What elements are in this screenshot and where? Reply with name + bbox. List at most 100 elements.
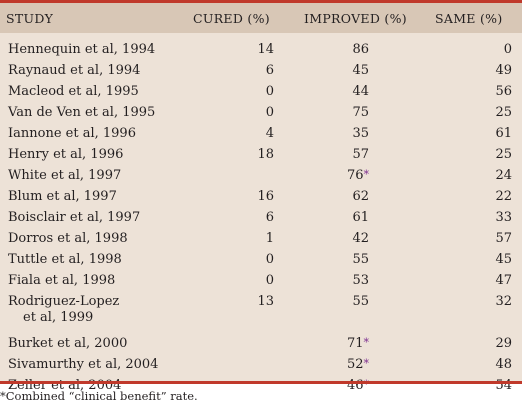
improved-cell: 45 (310, 63, 369, 79)
improved-cell: 42 (310, 231, 369, 247)
improved-value: 42 (352, 231, 369, 246)
improved-cell: 62 (310, 189, 369, 205)
cured-cell: 16 (257, 189, 274, 204)
study-name: Boisclair et al, 1997 (8, 210, 141, 225)
study-cell: Iannone et al, 1996 (8, 126, 136, 142)
same-cell: 49 (495, 63, 512, 78)
improved-value: 35 (352, 126, 369, 141)
table-row: Macleod et al, 1995 0 44 56 (0, 82, 522, 103)
study-name: Henry et al, 1996 (8, 147, 124, 162)
cured-cell: 1 (265, 231, 274, 246)
study-cell: Tuttle et al, 1998 (8, 252, 122, 268)
top-rule (0, 0, 522, 3)
improved-value: 52 (346, 357, 364, 372)
improved-cell: 76* (310, 168, 369, 184)
study-name: Macleod et al, 1995 (8, 84, 139, 99)
improved-cell: 57 (310, 147, 369, 163)
table-row: White et al, 1997 76* 24 (0, 166, 522, 187)
study-cell: Macleod et al, 1995 (8, 84, 139, 100)
study-cell: White et al, 1997 (8, 168, 121, 184)
study-cell: Van de Ven et al, 1995 (8, 105, 155, 121)
bottom-rule (0, 381, 522, 384)
cured-cell: 0 (265, 273, 274, 288)
table-row: Van de Ven et al, 1995 0 75 25 (0, 103, 522, 124)
study-name: Blum et al, 1997 (8, 189, 117, 204)
study-name: White et al, 1997 (8, 168, 122, 183)
study-cell: Hennequin et al, 1994 (8, 42, 155, 58)
improved-cell: 71* (310, 336, 369, 352)
same-cell: 24 (495, 168, 512, 183)
same-cell: 32 (495, 294, 512, 309)
footnote-marker: * (363, 357, 370, 370)
improved-value: 76 (346, 168, 364, 183)
improved-value: 55 (352, 294, 369, 309)
cured-cell: 13 (257, 294, 274, 309)
study-name: Rodriguez-Lopez (8, 294, 120, 309)
cured-cell: 4 (265, 126, 274, 141)
improved-value: 45 (352, 63, 369, 78)
study-name: Fiala et al, 1998 (8, 273, 116, 288)
table-row: Boisclair et al, 1997 6 61 33 (0, 208, 522, 229)
improved-cell: 75 (310, 105, 369, 121)
same-cell: 29 (495, 336, 512, 351)
table-row: Dorros et al, 1998 1 42 57 (0, 229, 522, 250)
study-cell: Henry et al, 1996 (8, 147, 123, 163)
improved-cell: 55 (310, 294, 369, 310)
study-name: Iannone et al, 1996 (8, 126, 136, 141)
cured-cell: 0 (265, 84, 274, 99)
improved-value: 53 (352, 273, 369, 288)
table-footnote: *Combined “clinical benefit” rate. (0, 389, 198, 403)
study-name: Tuttle et al, 1998 (8, 252, 122, 267)
study-name: Hennequin et al, 1994 (8, 42, 156, 57)
study-name: Van de Ven et al, 1995 (8, 105, 156, 120)
table-row: Sivamurthy et al, 2004 52* 48 (0, 355, 522, 376)
same-cell: 47 (495, 273, 512, 288)
same-cell: 57 (495, 231, 512, 246)
same-cell: 56 (495, 84, 512, 99)
improved-cell: 53 (310, 273, 369, 289)
improved-value: 55 (352, 252, 369, 267)
study-cell: Burket et al, 2000 (8, 336, 127, 352)
header-improved: IMPROVED (%) (304, 11, 407, 26)
table-row: Tuttle et al, 1998 0 55 45 (0, 250, 522, 271)
footnote-marker: * (363, 168, 370, 181)
header-same: SAME (%) (435, 11, 503, 26)
improved-cell: 61 (310, 210, 369, 226)
table-row: Blum et al, 1997 16 62 22 (0, 187, 522, 208)
footnote-marker: * (363, 378, 370, 391)
improved-cell: 86 (310, 42, 369, 58)
study-cell: Rodriguez-Lopez et al, 1999 (8, 294, 119, 326)
study-cell: Boisclair et al, 1997 (8, 210, 140, 226)
cured-cell: 0 (265, 105, 274, 120)
improved-value: 75 (352, 105, 369, 120)
table-row: Iannone et al, 1996 4 35 61 (0, 124, 522, 145)
table-row: Burket et al, 2000 71* 29 (0, 334, 522, 355)
same-cell: 45 (495, 252, 512, 267)
table-body (0, 33, 522, 381)
study-name: Sivamurthy et al, 2004 (8, 357, 159, 372)
study-name: Dorros et al, 1998 (8, 231, 128, 246)
same-cell: 48 (495, 357, 512, 372)
study-name: Raynaud et al, 1994 (8, 63, 141, 78)
footnote-marker: * (363, 336, 370, 349)
improved-value: 57 (352, 147, 369, 162)
same-cell: 61 (495, 126, 512, 141)
improved-cell: 35 (310, 126, 369, 142)
improved-cell: 52* (310, 357, 369, 373)
improved-value: 44 (352, 84, 369, 99)
improved-value: 61 (352, 210, 369, 225)
table-row: Rodriguez-Lopez et al, 1999 13 55 32 (0, 292, 522, 334)
cured-cell: 6 (265, 63, 274, 78)
header-cured: CURED (%) (193, 11, 270, 26)
study-cell: Blum et al, 1997 (8, 189, 117, 205)
cured-cell: 0 (265, 252, 274, 267)
same-cell: 25 (495, 147, 512, 162)
study-cell: Fiala et al, 1998 (8, 273, 115, 289)
improved-value: 86 (352, 42, 369, 57)
table-row: Raynaud et al, 1994 6 45 49 (0, 61, 522, 82)
improved-value: 71 (346, 336, 364, 351)
study-name-continued: et al, 1999 (23, 310, 94, 325)
table-header: STUDY CURED (%) IMPROVED (%) SAME (%) (0, 3, 522, 33)
study-cell: Dorros et al, 1998 (8, 231, 128, 247)
